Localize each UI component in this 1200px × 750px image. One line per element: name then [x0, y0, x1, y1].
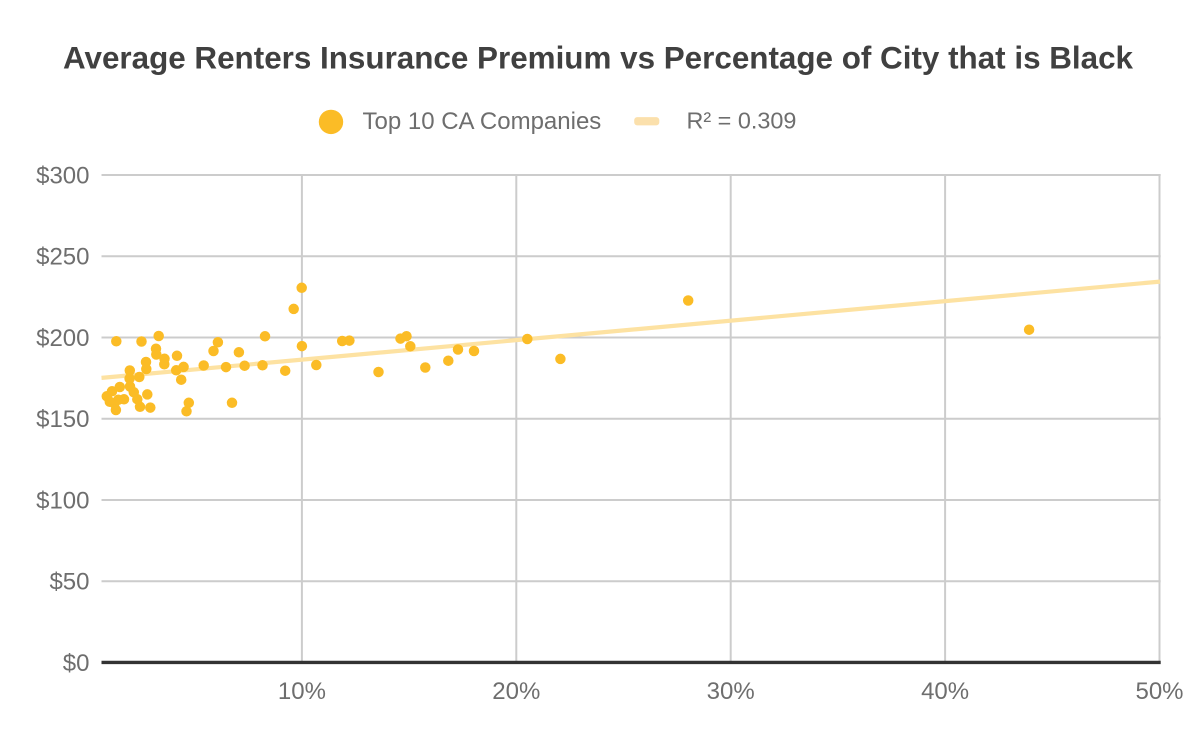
svg-text:20%: 20% — [492, 678, 540, 705]
svg-text:40%: 40% — [921, 678, 969, 705]
svg-text:$250: $250 — [36, 244, 89, 271]
svg-text:$0: $0 — [63, 650, 90, 677]
svg-text:$100: $100 — [36, 488, 89, 515]
svg-text:$200: $200 — [36, 325, 89, 352]
svg-text:30%: 30% — [707, 678, 755, 705]
svg-text:10%: 10% — [278, 678, 326, 705]
svg-text:$300: $300 — [36, 163, 89, 190]
svg-text:Average Renters Insurance Prem: Average Renters Insurance Premium vs Per… — [63, 41, 1134, 76]
svg-text:$50: $50 — [49, 569, 89, 596]
svg-text:50%: 50% — [1135, 678, 1183, 705]
svg-text:Top 10 CA Companies: Top 10 CA Companies — [363, 108, 602, 135]
svg-text:$150: $150 — [36, 406, 89, 433]
svg-text:R² = 0.309: R² = 0.309 — [687, 108, 797, 134]
